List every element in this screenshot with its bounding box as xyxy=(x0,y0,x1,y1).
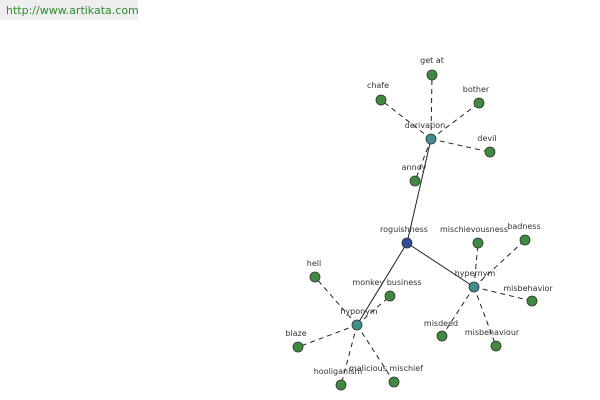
dashed-edge xyxy=(473,286,533,302)
node xyxy=(309,271,321,283)
nodes: roguishness derivation annoy get at chafe bot… xyxy=(285,56,553,391)
dashed-edge xyxy=(356,295,391,326)
node xyxy=(425,133,437,145)
node-label: hooliganism xyxy=(314,367,363,376)
edge xyxy=(406,242,475,288)
node xyxy=(351,319,363,331)
node xyxy=(409,175,421,187)
dashed-edge xyxy=(380,99,432,140)
dashed-edge xyxy=(473,239,526,288)
node-label: hyponym xyxy=(340,307,378,316)
dashed-edge xyxy=(473,242,479,288)
node-label: chafe xyxy=(367,81,389,90)
dashed-edge xyxy=(340,324,358,386)
node xyxy=(426,69,438,81)
node-label: misdeed xyxy=(424,319,458,328)
node xyxy=(490,340,502,352)
node-label: bother xyxy=(463,85,490,94)
node-label: derivation xyxy=(405,121,445,130)
node-label: hypernym xyxy=(455,269,496,278)
dashed-edge xyxy=(430,102,480,140)
node xyxy=(401,237,413,249)
node-label: badness xyxy=(507,222,540,231)
dashed-edge xyxy=(314,276,358,326)
node-label: hell xyxy=(307,259,321,268)
node-label: devil xyxy=(477,134,496,143)
edge xyxy=(406,138,432,244)
url-bar xyxy=(0,0,138,20)
node-label: monkey business xyxy=(352,278,421,287)
node xyxy=(484,146,496,158)
url-text: http://www.artikata.com xyxy=(6,4,139,17)
dashed-edge xyxy=(430,138,491,153)
node-label: misbehaviour xyxy=(465,328,520,337)
node xyxy=(519,234,531,246)
node xyxy=(436,330,448,342)
node-label: get at xyxy=(420,56,444,65)
dashed-edge xyxy=(414,138,432,182)
node xyxy=(526,295,538,307)
dashed-edge xyxy=(356,324,395,383)
node-label: malicious mischief xyxy=(349,364,423,373)
dashed-edge xyxy=(430,74,433,140)
node xyxy=(335,379,347,391)
node xyxy=(473,97,485,109)
edge xyxy=(356,242,408,326)
node-label: mischievousness xyxy=(440,225,508,234)
node xyxy=(384,290,396,302)
node xyxy=(388,376,400,388)
node xyxy=(292,341,304,353)
node xyxy=(468,281,480,293)
node-label: annoy xyxy=(402,163,427,172)
node xyxy=(375,94,387,106)
node xyxy=(472,237,484,249)
dashed-edge xyxy=(441,286,475,337)
node-label: blaze xyxy=(285,329,306,338)
dashed-edge xyxy=(473,286,497,347)
node-label: misbehavior xyxy=(503,284,553,293)
dashed-edge xyxy=(297,324,358,348)
edges xyxy=(297,74,533,386)
node-label: roguishness xyxy=(380,225,428,234)
